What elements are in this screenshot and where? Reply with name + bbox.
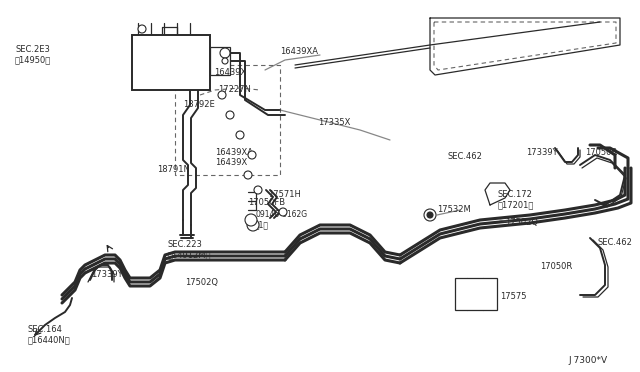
Text: 17339Y: 17339Y xyxy=(91,270,123,279)
Text: 09146-6162G
　1〉: 09146-6162G 1〉 xyxy=(255,210,307,230)
Circle shape xyxy=(247,219,259,231)
Text: 16439X: 16439X xyxy=(215,158,247,167)
Text: 16439X: 16439X xyxy=(214,68,246,77)
Text: 17050FB: 17050FB xyxy=(248,198,285,207)
Circle shape xyxy=(254,186,262,194)
Text: SEC.2E3
〔14950〉: SEC.2E3 〔14950〉 xyxy=(15,45,51,64)
Bar xyxy=(210,47,230,75)
Text: 16439XA: 16439XA xyxy=(215,148,253,157)
Circle shape xyxy=(218,91,226,99)
Text: 17050R: 17050R xyxy=(540,262,572,271)
Bar xyxy=(132,35,210,90)
Text: SEC.172
〔17201〉: SEC.172 〔17201〉 xyxy=(498,190,534,209)
Text: 17339Y: 17339Y xyxy=(526,148,557,157)
Text: 17335X: 17335X xyxy=(318,118,350,127)
Text: 18791N: 18791N xyxy=(157,165,190,174)
Circle shape xyxy=(220,48,230,58)
Text: 1: 1 xyxy=(251,226,255,232)
Text: SEC.462: SEC.462 xyxy=(448,152,483,161)
Text: SEC.223
〔14912M〉: SEC.223 〔14912M〉 xyxy=(168,240,211,259)
Circle shape xyxy=(236,131,244,139)
Text: 17050R: 17050R xyxy=(585,148,617,157)
Circle shape xyxy=(244,171,252,179)
Text: J 7300*V: J 7300*V xyxy=(568,356,607,365)
Circle shape xyxy=(427,212,433,218)
Text: 16439XA: 16439XA xyxy=(280,47,318,56)
Text: 17502Q: 17502Q xyxy=(505,218,538,227)
Text: SEC.164
〔16440N〉: SEC.164 〔16440N〉 xyxy=(28,325,71,344)
Text: 17532M: 17532M xyxy=(437,205,471,214)
Circle shape xyxy=(248,151,256,159)
Text: 18792E: 18792E xyxy=(183,100,215,109)
Circle shape xyxy=(138,25,146,33)
Text: 17502Q: 17502Q xyxy=(185,278,218,287)
Circle shape xyxy=(245,214,257,226)
Text: 17227N: 17227N xyxy=(218,85,251,94)
Text: SEC.462: SEC.462 xyxy=(598,238,633,247)
Circle shape xyxy=(222,58,228,64)
Text: 17571H: 17571H xyxy=(268,190,301,199)
Bar xyxy=(455,278,497,310)
Circle shape xyxy=(279,208,287,216)
Text: B: B xyxy=(248,221,253,228)
Text: 17575: 17575 xyxy=(500,292,527,301)
Circle shape xyxy=(424,209,436,221)
Circle shape xyxy=(226,111,234,119)
